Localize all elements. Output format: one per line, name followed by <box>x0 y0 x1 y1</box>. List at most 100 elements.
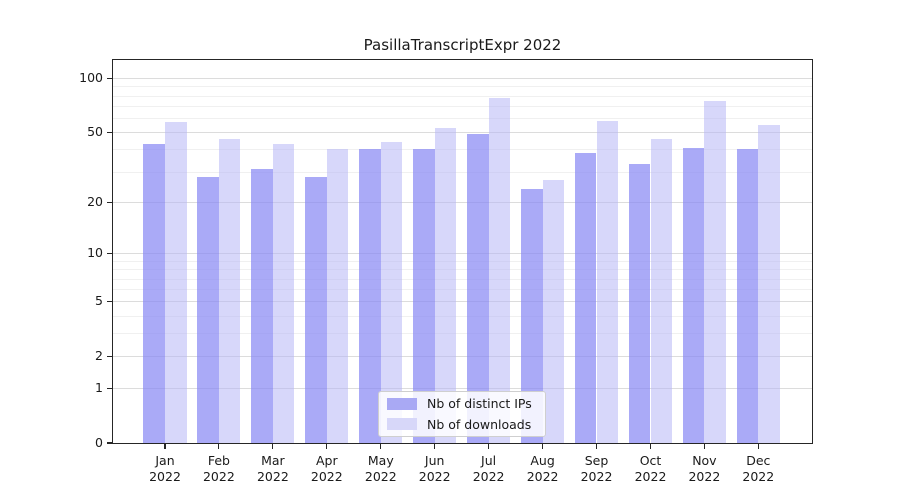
bar-nb-of-downloads-dec-2022 <box>758 124 780 443</box>
y-tick-5 <box>107 300 112 302</box>
gridline-minor-30 <box>113 171 812 173</box>
gridline-minor-9 <box>113 260 812 262</box>
x-tick-label-jan-2022: Jan 2022 <box>133 453 197 485</box>
bar-nb-of-downloads-oct-2022 <box>650 138 673 443</box>
y-tick-label-0: 0 <box>95 435 103 450</box>
chart-title: PasillaTranscriptExpr 2022 <box>363 36 562 54</box>
y-tick-1 <box>107 387 112 389</box>
bar-nb-of-distinct-ips-mar-2022 <box>251 169 273 443</box>
x-tick-apr-2022 <box>326 444 328 449</box>
gridline-50 <box>113 132 812 134</box>
gridline-minor-60 <box>113 118 812 119</box>
x-tick-label-line: May <box>367 453 394 468</box>
y-tick-2 <box>107 355 112 357</box>
x-tick-label-line: 2022 <box>634 469 667 484</box>
x-tick-label-line: Jun <box>424 453 445 468</box>
bar-nb-of-distinct-ips-sep-2022 <box>574 153 597 443</box>
plot-area <box>113 60 812 443</box>
gridline-minor-7 <box>113 278 812 280</box>
bar-nb-of-distinct-ips-jan-2022 <box>143 143 165 443</box>
y-tick-label-5: 5 <box>95 293 103 309</box>
y-tick-label-1: 1 <box>95 380 103 396</box>
legend-swatch-downloads <box>387 418 417 431</box>
x-tick-label-line: 2022 <box>364 469 397 484</box>
x-tick-label-jun-2022: Jun 2022 <box>403 453 467 485</box>
x-tick-label-apr-2022: Apr 2022 <box>295 453 359 485</box>
bar-nb-of-downloads-nov-2022 <box>704 100 726 443</box>
x-tick-label-feb-2022: Feb 2022 <box>187 453 251 485</box>
x-tick-label-line: Oct <box>639 453 662 468</box>
bar-nb-of-distinct-ips-feb-2022 <box>197 176 219 443</box>
y-tick-50 <box>107 131 112 133</box>
bar-nb-of-downloads-apr-2022 <box>326 149 349 443</box>
bar-nb-of-downloads-feb-2022 <box>218 138 241 443</box>
x-tick-label-line: 2022 <box>418 469 451 484</box>
y-tick-10 <box>107 252 112 254</box>
y-tick-100 <box>107 77 112 79</box>
gridline-1 <box>113 388 812 390</box>
bar-nb-of-downloads-jan-2022 <box>165 122 187 443</box>
gridline-5 <box>113 301 812 303</box>
x-tick-jun-2022 <box>434 444 436 449</box>
bar-nb-of-distinct-ips-aug-2022 <box>521 188 543 443</box>
x-tick-jan-2022 <box>164 444 166 449</box>
x-tick-mar-2022 <box>272 444 274 449</box>
x-tick-label-may-2022: May 2022 <box>349 453 413 485</box>
gridline-100 <box>113 78 812 80</box>
x-tick-label-line: Aug <box>530 453 555 468</box>
x-tick-may-2022 <box>380 444 382 449</box>
y-tick-20 <box>107 201 112 203</box>
y-tick-label-100: 100 <box>79 70 103 86</box>
x-tick-label-line: Apr <box>315 453 338 468</box>
gridline-minor-90 <box>113 86 812 88</box>
legend: Nb of distinct IPs Nb of downloads <box>378 391 546 437</box>
x-tick-label-line: Nov <box>692 453 717 468</box>
bar-nb-of-distinct-ips-jul-2022 <box>467 133 489 443</box>
x-tick-label-line: 2022 <box>526 469 559 484</box>
x-tick-feb-2022 <box>218 444 220 449</box>
gridline-10 <box>113 253 812 255</box>
bar-nb-of-downloads-mar-2022 <box>272 143 295 443</box>
y-tick-label-50: 50 <box>87 124 103 140</box>
x-tick-label-nov-2022: Nov 2022 <box>672 453 736 485</box>
y-tick-label-10: 10 <box>87 245 103 261</box>
x-tick-label-line: 2022 <box>202 469 235 484</box>
x-tick-label-line: 2022 <box>310 469 343 484</box>
x-tick-label-jul-2022: Jul 2022 <box>457 453 521 485</box>
x-tick-dec-2022 <box>757 444 759 449</box>
x-tick-nov-2022 <box>703 444 705 449</box>
gridline-minor-70 <box>113 106 812 107</box>
gridline-minor-40 <box>113 149 812 151</box>
gridline-2 <box>113 356 812 358</box>
legend-label-distinct-ips: Nb of distinct IPs <box>427 396 532 412</box>
x-tick-label-line: Feb <box>207 453 230 468</box>
bar-nb-of-distinct-ips-nov-2022 <box>682 147 705 443</box>
x-tick-label-mar-2022: Mar 2022 <box>241 453 305 485</box>
y-tick-label-2: 2 <box>95 348 103 364</box>
bar-nb-of-downloads-sep-2022 <box>596 120 619 443</box>
legend-item-downloads: Nb of downloads <box>387 417 537 433</box>
x-tick-sep-2022 <box>595 444 598 449</box>
x-tick-label-line: Dec <box>746 453 771 468</box>
x-tick-aug-2022 <box>542 444 544 449</box>
x-tick-label-line: Mar <box>261 453 285 468</box>
x-tick-label-line: 2022 <box>149 469 181 484</box>
x-tick-label-dec-2022: Dec 2022 <box>726 453 790 485</box>
legend-label-downloads: Nb of downloads <box>427 416 532 432</box>
x-tick-label-line: 2022 <box>688 469 721 484</box>
gridline-20 <box>113 202 812 204</box>
bar-nb-of-distinct-ips-may-2022 <box>359 149 381 443</box>
y-tick-label-20: 20 <box>87 194 103 210</box>
x-tick-label-oct-2022: Oct 2022 <box>619 453 683 485</box>
bar-nb-of-distinct-ips-oct-2022 <box>628 164 651 443</box>
x-tick-label-line: 2022 <box>580 469 613 484</box>
x-tick-label-aug-2022: Aug 2022 <box>511 453 575 485</box>
bar-nb-of-downloads-may-2022 <box>380 142 403 443</box>
x-tick-oct-2022 <box>649 444 652 449</box>
gridline-minor-4 <box>113 315 812 317</box>
x-tick-label-sep-2022: Sep 2022 <box>565 453 629 485</box>
legend-item-distinct-ips: Nb of distinct IPs <box>387 396 537 412</box>
x-tick-label-line: 2022 <box>742 469 775 484</box>
bar-nb-of-downloads-jul-2022 <box>488 97 511 443</box>
